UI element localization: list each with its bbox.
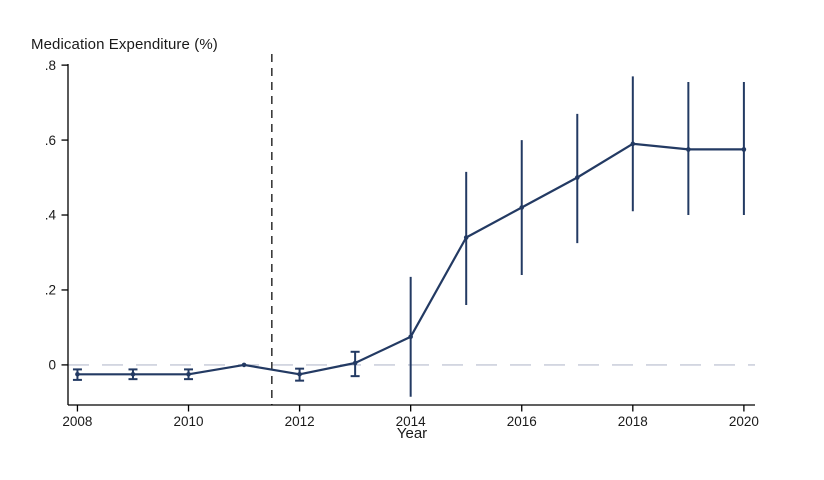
x-tick-label: 2020	[729, 414, 759, 429]
chart-title: Medication Expenditure (%)	[31, 36, 218, 53]
y-tick-label: .8	[45, 58, 56, 73]
y-tick-label: .2	[45, 283, 56, 298]
data-point	[241, 362, 247, 368]
x-tick-label: 2016	[507, 414, 537, 429]
data-point	[741, 147, 747, 152]
x-axis-title: Year	[0, 425, 824, 442]
data-point	[408, 334, 413, 340]
data-point	[519, 205, 525, 210]
x-axis-title-text: Year	[396, 425, 428, 442]
data-point	[352, 360, 358, 366]
data-point	[130, 371, 136, 377]
data-point	[630, 141, 636, 147]
data-point	[186, 371, 191, 377]
x-tick-label: 2012	[285, 414, 315, 429]
data-point	[297, 371, 302, 377]
data-point	[463, 235, 469, 240]
x-tick-label: 2018	[618, 414, 648, 429]
data-point	[686, 147, 691, 152]
x-tick-label: 2010	[173, 414, 203, 429]
y-tick-label: .4	[45, 208, 57, 223]
data-point	[75, 371, 80, 377]
y-tick-label: .6	[45, 133, 56, 148]
x-tick-label: 2008	[62, 414, 92, 429]
x-tick-label: 2014	[396, 414, 427, 429]
y-tick-label: 0	[48, 358, 56, 373]
data-point	[574, 175, 580, 180]
